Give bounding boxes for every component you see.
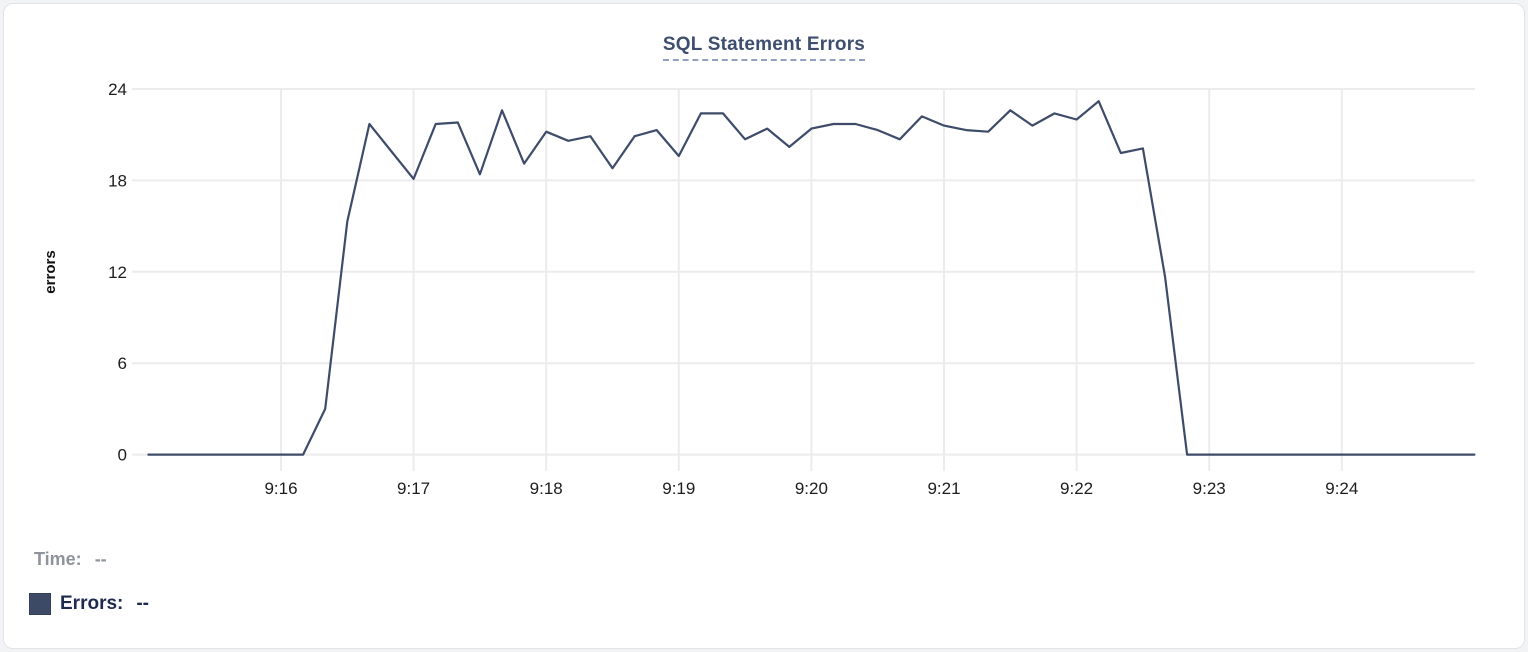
x-axis-tick-label: 9:20 [795,479,828,498]
errors-series-swatch-icon [29,593,51,615]
chart-title[interactable]: SQL Statement Errors [662,34,866,61]
tooltip-errors-value: -- [136,593,150,614]
y-axis-tick-label: 24 [108,80,127,99]
x-axis-tick-label: 9:17 [397,479,430,498]
x-axis-tick-label: 9:21 [927,479,960,498]
x-axis-tick-label: 9:16 [264,479,297,498]
chart-header: SQL Statement Errors [4,34,1524,61]
tooltip-time-value: -- [94,549,107,569]
x-axis-tick-label: 9:23 [1193,479,1226,498]
errors-series-line [147,100,1476,456]
x-axis-tick-label: 9:18 [530,479,563,498]
y-axis-tick-label: 6 [118,354,127,373]
tooltip-errors-row: Errors: -- [29,593,149,615]
x-axis-tick-label: 9:19 [662,479,695,498]
y-axis-title: errors [42,250,59,293]
tooltip-time-label: Time: [34,549,82,569]
y-axis-tick-label: 12 [108,263,127,282]
x-axis-tick-label: 9:24 [1325,479,1358,498]
y-axis-tick-label: 0 [118,446,127,465]
x-axis-tick-label: 9:22 [1060,479,1093,498]
chart-card: 0 6 12 18 24 9:16 9:17 9:18 9:19 9:20 9:21 9:22 9:23… [3,3,1525,649]
tooltip-time-row: Time: -- [34,549,107,570]
y-axis-tick-label: 18 [108,171,127,190]
tooltip-errors-label: Errors: [60,593,124,614]
chart-canvas: 0 6 12 18 24 9:16 9:17 9:18 9:19 9:20 9:21 9:22 9:23… [42,80,1476,498]
